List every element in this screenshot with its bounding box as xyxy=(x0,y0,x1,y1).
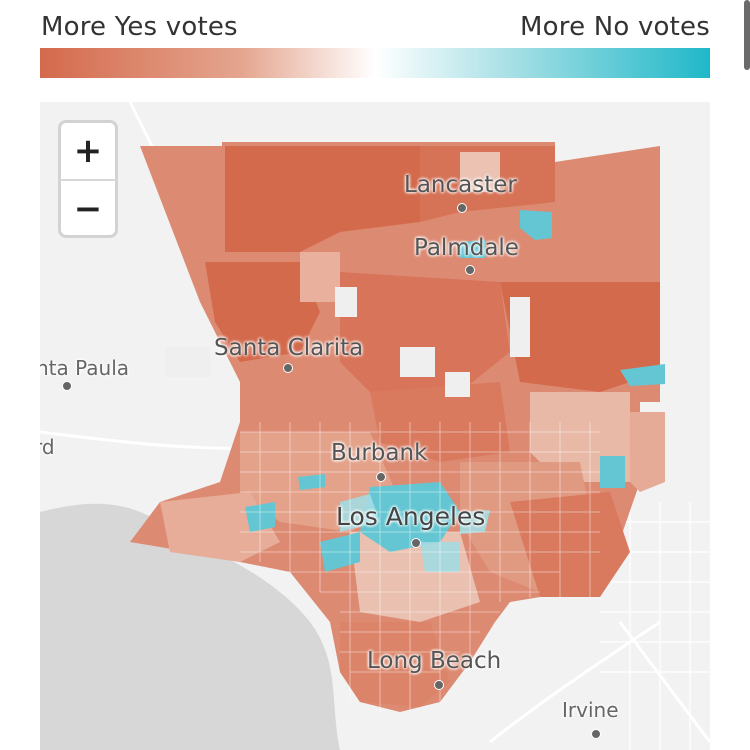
long-beach-dot xyxy=(434,680,444,690)
los-angeles-dot xyxy=(411,538,421,548)
yes-block-3 xyxy=(205,262,320,362)
urban-texture xyxy=(240,422,600,712)
yes-block-9 xyxy=(300,252,340,302)
yes-block-13 xyxy=(510,492,630,597)
gap-4 xyxy=(445,372,470,397)
burbank-dot xyxy=(376,472,386,482)
yes-block-5 xyxy=(500,282,660,392)
irvine-dot xyxy=(591,729,601,739)
santa-clarita-dot xyxy=(283,363,293,373)
yes-block-15 xyxy=(340,622,450,707)
choropleth-map[interactable]: + − Lancaster Palmdale Santa Clarita nta… xyxy=(40,102,710,750)
yes-block-10 xyxy=(460,152,500,192)
yes-block-8 xyxy=(630,412,665,492)
city-label-santa-paula: nta Paula xyxy=(40,356,130,380)
yes-block-1 xyxy=(225,146,420,252)
city-label-lancaster: Lancaster xyxy=(404,172,517,198)
city-label-palmdale: Palmdale xyxy=(414,235,519,261)
palmdale-dot xyxy=(465,265,475,275)
zoom-control: + − xyxy=(58,120,118,238)
legend-gradient-bar xyxy=(40,48,710,78)
legend-no-label: More No votes xyxy=(520,12,710,42)
city-label-burbank: Burbank xyxy=(331,440,428,466)
city-label-santa-clarita: Santa Clarita xyxy=(214,335,364,361)
lancaster-dot xyxy=(457,203,467,213)
gap-3 xyxy=(400,347,435,377)
zoom-in-button[interactable]: + xyxy=(73,131,103,171)
map-canvas xyxy=(40,102,710,750)
legend-yes-label: More Yes votes xyxy=(41,12,238,42)
city-label-irvine: Irvine xyxy=(562,698,619,722)
city-label-oxnard-partial: rd xyxy=(40,435,55,459)
page-scrollbar[interactable] xyxy=(744,0,750,70)
city-label-long-beach: Long Beach xyxy=(367,648,502,674)
gap-1 xyxy=(335,287,357,317)
santa-paula-dot xyxy=(62,381,72,391)
city-label-los-angeles: Los Angeles xyxy=(336,502,486,531)
ocean xyxy=(40,503,340,750)
gap-5 xyxy=(165,347,210,377)
street-grid xyxy=(600,502,710,750)
gap-2 xyxy=(510,297,530,357)
yes-block-4 xyxy=(340,272,510,402)
zoom-out-button[interactable]: − xyxy=(61,179,115,235)
